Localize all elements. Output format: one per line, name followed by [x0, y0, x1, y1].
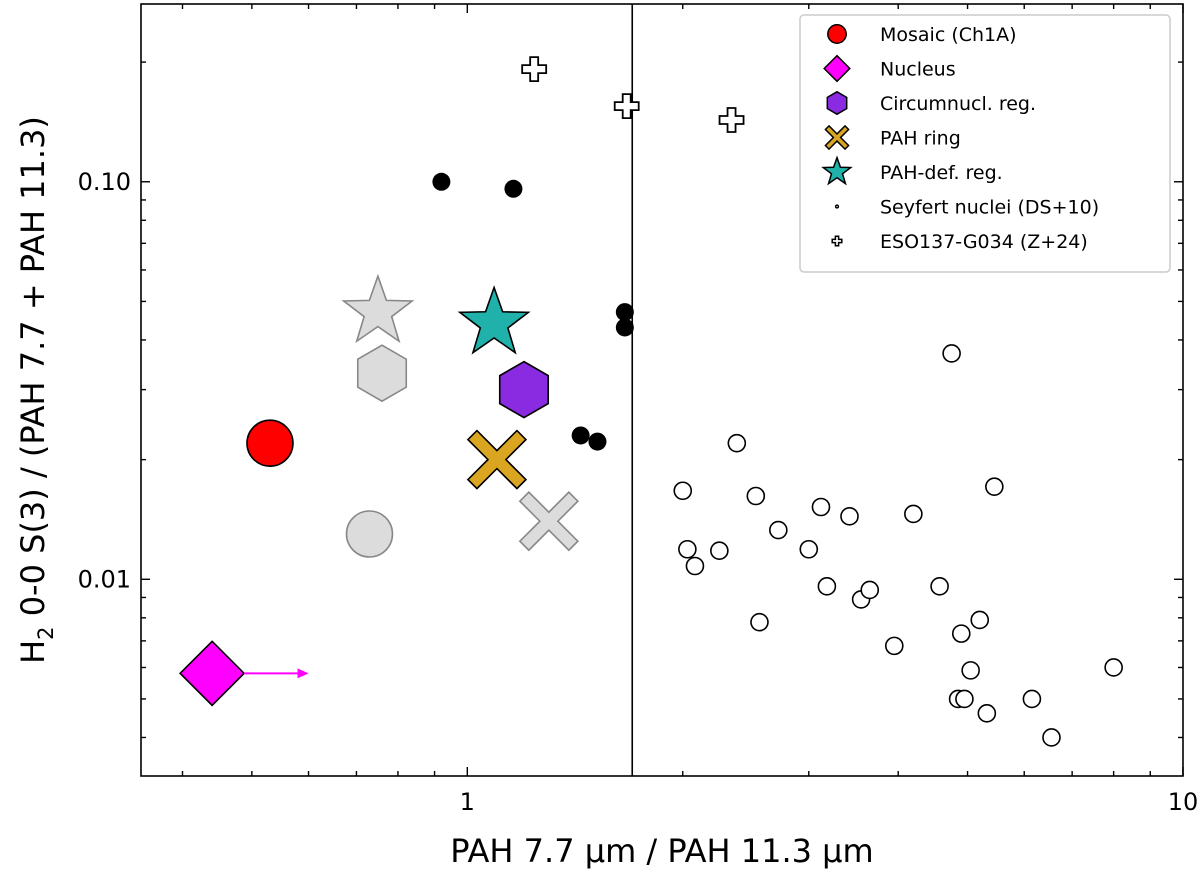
legend-marker-star	[821, 155, 853, 186]
seyfert-data-point	[1104, 658, 1123, 677]
seyfert-data-point	[884, 636, 904, 656]
seyfert-data-point	[951, 624, 971, 643]
seyfert-data-point	[817, 577, 837, 596]
legend-marker-small-open-circle	[834, 204, 840, 209]
grey-circle-marker	[345, 510, 394, 558]
circle-data-point	[246, 419, 294, 467]
legend-marker-hexagon	[826, 90, 848, 116]
cross-data-point	[466, 429, 528, 490]
black-data-point	[615, 318, 634, 337]
seyfert-data-point	[799, 539, 819, 559]
seyfert-data-point	[727, 433, 747, 453]
legend-marker-diamond	[823, 54, 851, 83]
seyfert-data-point	[860, 580, 880, 600]
x-axis-label: PAH 7.7 μm / PAH 11.3 μm	[450, 832, 873, 870]
y-axis-label-rest: 0-0 S(3) / (PAH 7.7 + PAH 11.3)	[14, 116, 52, 626]
diamond-data-point	[178, 640, 246, 707]
legend-label: PAH-def. reg.	[880, 162, 1003, 184]
star-data-point	[457, 285, 531, 355]
legend-label: PAH ring	[880, 128, 961, 150]
lower-limit-arrow-head	[297, 668, 309, 679]
seyfert-data-point	[977, 704, 997, 723]
x-tick-label: 10	[1168, 788, 1199, 816]
x-tick-label: 1	[460, 788, 475, 816]
seyfert-data-point	[750, 612, 769, 632]
seyfert-data-point	[678, 539, 697, 559]
seyfert-data-point	[985, 477, 1004, 496]
legend-label: Mosaic (Ch1A)	[880, 24, 1017, 46]
black-data-point	[615, 303, 634, 322]
legend-label: ESO137-G034 (Z+24)	[880, 231, 1088, 253]
seyfert-data-point	[710, 541, 729, 561]
eso137-data-point	[613, 93, 640, 119]
seyfert-data-point	[930, 577, 949, 596]
y-tick-label: 0.01	[78, 565, 131, 593]
y-axis-label: H2 0-0 S(3) / (PAH 7.7 + PAH 11.3)	[14, 116, 58, 664]
seyfert-data-point	[904, 504, 923, 524]
black-data-point	[432, 172, 451, 191]
y-axis-label-main: H	[14, 640, 52, 664]
hexagon-data-point	[498, 360, 550, 419]
y-axis-label-sub: 2	[34, 626, 58, 639]
legend-marker-circle	[827, 24, 847, 44]
seyfert-data-point	[673, 481, 693, 501]
grey-star-marker	[341, 273, 415, 344]
seyfert-data-point	[1022, 689, 1042, 709]
seyfert-data-point	[970, 610, 990, 630]
seyfert-data-point	[769, 520, 788, 540]
seyfert-data-point	[840, 507, 859, 526]
legend-box	[799, 14, 1171, 273]
seyfert-data-point	[746, 486, 766, 506]
legend-marker-plus	[831, 235, 843, 247]
black-data-point	[571, 426, 590, 445]
seyfert-data-point	[942, 344, 961, 363]
black-data-point	[588, 432, 607, 451]
legend-label: Nucleus	[880, 59, 956, 81]
axis-ticks: 1 10 0.01 0.10	[78, 4, 1199, 816]
y-tick-label: 0.10	[78, 168, 131, 196]
legend-label: Seyfert nuclei (DS+10)	[880, 197, 1099, 219]
black-data-point	[504, 179, 523, 198]
legend-label: Circumnucl. reg.	[880, 93, 1036, 115]
seyfert-data-point	[961, 661, 980, 680]
seyfert-data-point	[811, 497, 831, 517]
grey-cross-marker	[518, 491, 579, 552]
eso137-data-point	[521, 56, 548, 83]
plot-area	[178, 4, 1123, 776]
seyfert-data-point	[685, 556, 705, 576]
seyfert-data-point	[955, 689, 974, 709]
eso137-data-point	[718, 107, 745, 133]
legend-marker-cross	[824, 124, 850, 151]
grey-hexagon-marker	[356, 344, 408, 403]
legend: Mosaic (Ch1A) Nucleus Circumnucl. reg. PAH …	[799, 14, 1171, 273]
seyfert-data-point	[1042, 728, 1061, 747]
